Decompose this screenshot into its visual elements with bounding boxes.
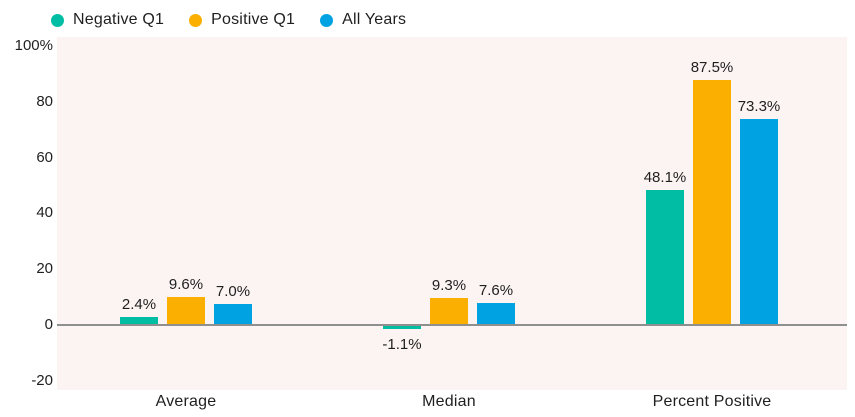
x-category-label: Percent Positive [652, 393, 772, 410]
bar [383, 326, 421, 330]
x-category-label: Average [155, 393, 217, 410]
bar [120, 317, 158, 324]
bar [167, 297, 205, 324]
bar-value-label: 7.6% [478, 281, 514, 299]
bar-value-label: 48.1% [643, 168, 687, 186]
legend-swatch-all-years-icon [320, 13, 334, 27]
legend-item-positive-q1: Positive Q1 [189, 11, 295, 29]
bar [646, 189, 684, 324]
y-tick-label: 100% [14, 37, 53, 54]
y-tick-label: 60 [36, 148, 53, 166]
legend-label: Positive Q1 [211, 11, 296, 28]
legend-swatch-negative-q1-icon [51, 13, 64, 27]
bar [214, 304, 252, 324]
legend-label: All Years [342, 11, 407, 28]
bar [693, 79, 731, 324]
bar [430, 298, 468, 324]
bar-value-label: 73.3% [737, 98, 781, 116]
bar-value-label: 2.4% [121, 296, 157, 314]
y-tick-label: 0 [44, 316, 53, 333]
legend-item-all-years: All Years [320, 11, 406, 29]
bar [477, 302, 515, 324]
bar-value-label: -1.1% [382, 336, 422, 354]
y-tick-label: 80 [36, 92, 53, 110]
y-tick-label: 20 [36, 260, 53, 278]
bar-value-label: 87.5% [690, 58, 734, 76]
y-tick-label: -20 [31, 371, 53, 389]
bar-value-label: 7.0% [215, 283, 251, 301]
y-tick-label: 40 [36, 204, 53, 222]
legend: Negative Q1 Positive Q1 All Years [51, 11, 406, 29]
bar-value-label: 9.6% [168, 276, 204, 294]
bar [740, 119, 778, 324]
legend-swatch-positive-q1-icon [189, 13, 203, 27]
legend-label: Negative Q1 [73, 11, 165, 28]
legend-item-negative-q1: Negative Q1 [51, 11, 164, 29]
zero-axis-line [57, 324, 847, 326]
bar-value-label: 9.3% [431, 277, 467, 295]
x-category-label: Median [422, 393, 476, 410]
